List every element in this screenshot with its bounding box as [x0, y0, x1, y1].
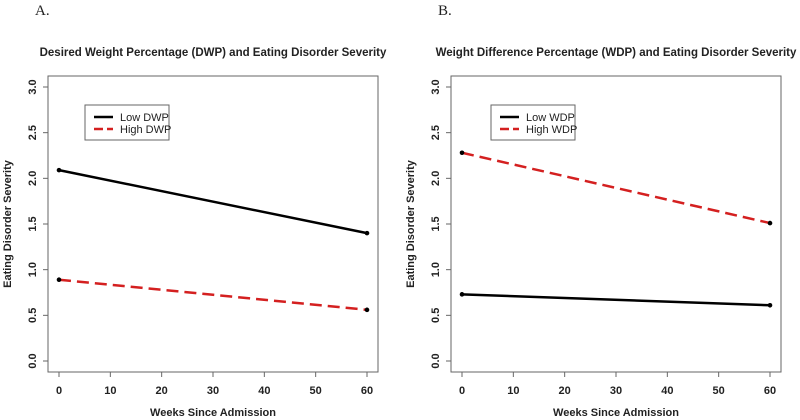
- data-point: [767, 302, 773, 308]
- legend-label: Low WDP: [526, 112, 575, 124]
- panel-a: A. Desired Weight Percentage (DWP) and Ea…: [2, 3, 387, 419]
- y-tick-label: 2.5: [27, 125, 39, 140]
- x-tick-label: 50: [713, 385, 725, 397]
- series-line: [58, 168, 368, 235]
- x-tick-label: 60: [764, 385, 776, 397]
- y-tick-label: 0.0: [430, 353, 442, 368]
- series-low-wdp: [459, 292, 773, 308]
- x-tick-label: 40: [661, 385, 673, 397]
- legend-label: High DWP: [120, 124, 171, 136]
- legend-box: [84, 104, 170, 141]
- legend-label: High WDP: [526, 124, 577, 136]
- x-tick-label: 40: [258, 385, 270, 397]
- y-tick-label: 0.5: [27, 308, 39, 323]
- legend-box: [490, 104, 576, 141]
- y-tick-label: 3.0: [430, 79, 442, 94]
- y-tick-label: 2.0: [27, 171, 39, 186]
- series-high-dwp: [56, 277, 370, 313]
- data-point: [364, 307, 370, 313]
- panel-label: A.: [35, 3, 50, 19]
- data-point: [364, 230, 370, 236]
- chart-title: Weight Difference Percentage (WDP) and E…: [436, 47, 797, 59]
- data-point: [459, 150, 465, 156]
- series-high-wdp: [459, 150, 773, 226]
- legend-label: Low DWP: [120, 112, 169, 124]
- x-tick-label: 30: [610, 385, 622, 397]
- x-tick-label: 20: [559, 385, 571, 397]
- x-tick-label: 30: [207, 385, 219, 397]
- series-line: [461, 293, 771, 307]
- y-tick-label: 1.5: [430, 216, 442, 231]
- series-low-dwp: [56, 167, 370, 236]
- y-tick-label: 2.5: [430, 125, 442, 140]
- x-tick-label: 10: [104, 385, 116, 397]
- series-line: [58, 278, 368, 312]
- data-point: [56, 167, 62, 173]
- series-line: [461, 151, 771, 225]
- x-tick-label: 20: [156, 385, 168, 397]
- y-tick-label: 0.5: [430, 308, 442, 323]
- y-tick-label: 0.0: [27, 353, 39, 368]
- chart-title: Desired Weight Percentage (DWP) and Eati…: [40, 47, 387, 59]
- data-point: [56, 277, 62, 283]
- x-axis-label: Weeks Since Admission: [553, 407, 679, 419]
- data-point: [767, 220, 773, 226]
- x-tick-label: 60: [361, 385, 373, 397]
- x-tick-label: 50: [310, 385, 322, 397]
- x-axis-label: Weeks Since Admission: [150, 407, 276, 419]
- y-axis-label: Eating Disorder Severity: [2, 159, 14, 288]
- panel-label: B.: [438, 3, 452, 19]
- x-tick-label: 0: [56, 385, 62, 397]
- y-tick-label: 1.0: [27, 262, 39, 277]
- panel-b: B. Weight Difference Percentage (WDP) and…: [405, 3, 797, 419]
- x-tick-label: 0: [459, 385, 465, 397]
- y-tick-label: 1.0: [430, 262, 442, 277]
- y-tick-label: 2.0: [430, 171, 442, 186]
- y-axis-label: Eating Disorder Severity: [405, 159, 417, 288]
- x-tick-label: 10: [507, 385, 519, 397]
- y-tick-label: 3.0: [27, 79, 39, 94]
- data-point: [459, 292, 465, 297]
- y-tick-label: 1.5: [27, 216, 39, 231]
